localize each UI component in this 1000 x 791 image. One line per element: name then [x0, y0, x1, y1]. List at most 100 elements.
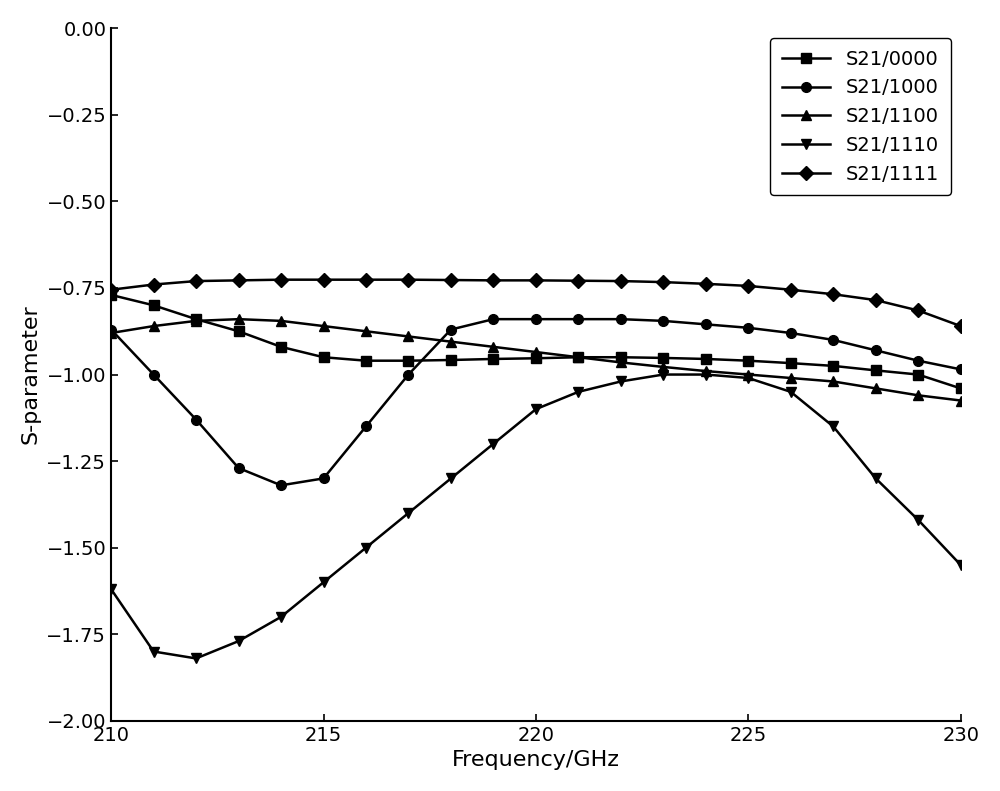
S21/0000: [785, 358, 797, 368]
S21/1111: [233, 275, 245, 285]
S21/1000: [615, 314, 627, 324]
S21/1000: [360, 422, 372, 431]
S21/1000: [912, 356, 924, 365]
S21/0000: [870, 365, 882, 375]
S21/0000: [105, 290, 117, 300]
S21/1111: [657, 278, 669, 287]
S21/1100: [615, 358, 627, 367]
S21/1110: [615, 377, 627, 386]
S21/1111: [105, 285, 117, 294]
S21/0000: [615, 353, 627, 362]
S21/0000: [827, 361, 839, 371]
S21/1100: [402, 331, 414, 341]
S21/1100: [487, 342, 499, 351]
S21/1000: [105, 325, 117, 335]
S21/1100: [657, 362, 669, 372]
S21/1100: [785, 373, 797, 383]
S21/1111: [360, 275, 372, 285]
S21/1100: [360, 327, 372, 336]
S21/1000: [785, 328, 797, 338]
Y-axis label: S-parameter: S-parameter: [21, 305, 41, 445]
S21/0000: [572, 353, 584, 362]
S21/1110: [233, 637, 245, 646]
S21/1110: [955, 560, 967, 570]
S21/0000: [402, 356, 414, 365]
S21/1000: [402, 370, 414, 380]
S21/1110: [912, 515, 924, 524]
S21/0000: [148, 301, 160, 310]
S21/0000: [657, 353, 669, 362]
S21/1110: [700, 370, 712, 380]
S21/0000: [190, 314, 202, 324]
S21/1111: [700, 279, 712, 289]
S21/1100: [445, 337, 457, 346]
S21/0000: [275, 342, 287, 351]
S21/1000: [275, 481, 287, 490]
S21/1100: [190, 316, 202, 326]
S21/1100: [870, 384, 882, 393]
S21/1110: [572, 387, 584, 396]
S21/0000: [742, 356, 754, 365]
S21/1111: [827, 290, 839, 299]
S21/0000: [912, 370, 924, 380]
S21/0000: [233, 327, 245, 336]
S21/1000: [148, 370, 160, 380]
S21/1100: [148, 321, 160, 331]
S21/1000: [700, 320, 712, 329]
S21/1100: [105, 328, 117, 338]
S21/1110: [105, 585, 117, 594]
S21/1000: [657, 316, 669, 326]
S21/1111: [615, 276, 627, 286]
Line: S21/1100: S21/1100: [106, 314, 966, 405]
S21/1000: [870, 346, 882, 355]
S21/0000: [487, 354, 499, 364]
S21/1111: [445, 275, 457, 285]
Line: S21/0000: S21/0000: [106, 290, 966, 393]
S21/1110: [360, 543, 372, 552]
S21/1100: [233, 314, 245, 324]
S21/1100: [572, 353, 584, 362]
S21/1110: [827, 422, 839, 431]
S21/1111: [487, 275, 499, 285]
S21/0000: [700, 354, 712, 364]
S21/1000: [487, 314, 499, 324]
S21/1110: [402, 509, 414, 518]
S21/1000: [572, 314, 584, 324]
S21/1100: [912, 391, 924, 400]
S21/1111: [785, 285, 797, 294]
S21/1000: [190, 414, 202, 424]
S21/1111: [148, 280, 160, 290]
S21/1110: [318, 577, 330, 587]
S21/1000: [445, 325, 457, 335]
S21/1110: [870, 474, 882, 483]
S21/1100: [275, 316, 287, 326]
S21/1110: [148, 647, 160, 657]
S21/1000: [233, 464, 245, 473]
Legend: S21/0000, S21/1000, S21/1100, S21/1110, S21/1111: S21/0000, S21/1000, S21/1100, S21/1110, …: [770, 38, 951, 195]
Line: S21/1111: S21/1111: [106, 274, 966, 331]
X-axis label: Frequency/GHz: Frequency/GHz: [452, 750, 620, 770]
S21/0000: [318, 353, 330, 362]
S21/1110: [657, 370, 669, 380]
S21/1110: [487, 439, 499, 448]
S21/1110: [785, 387, 797, 396]
S21/1111: [870, 295, 882, 305]
S21/1000: [318, 474, 330, 483]
S21/1111: [572, 276, 584, 286]
S21/1100: [530, 347, 542, 357]
S21/0000: [360, 356, 372, 365]
S21/1100: [827, 377, 839, 386]
S21/1000: [955, 365, 967, 374]
S21/1000: [827, 335, 839, 345]
S21/0000: [445, 355, 457, 365]
S21/1000: [742, 323, 754, 332]
Line: S21/1000: S21/1000: [106, 314, 966, 490]
S21/1110: [742, 373, 754, 383]
S21/1100: [700, 366, 712, 376]
S21/1110: [530, 404, 542, 414]
S21/1111: [955, 321, 967, 331]
S21/1000: [530, 314, 542, 324]
S21/1100: [742, 370, 754, 380]
S21/1111: [402, 275, 414, 285]
S21/1110: [275, 612, 287, 622]
